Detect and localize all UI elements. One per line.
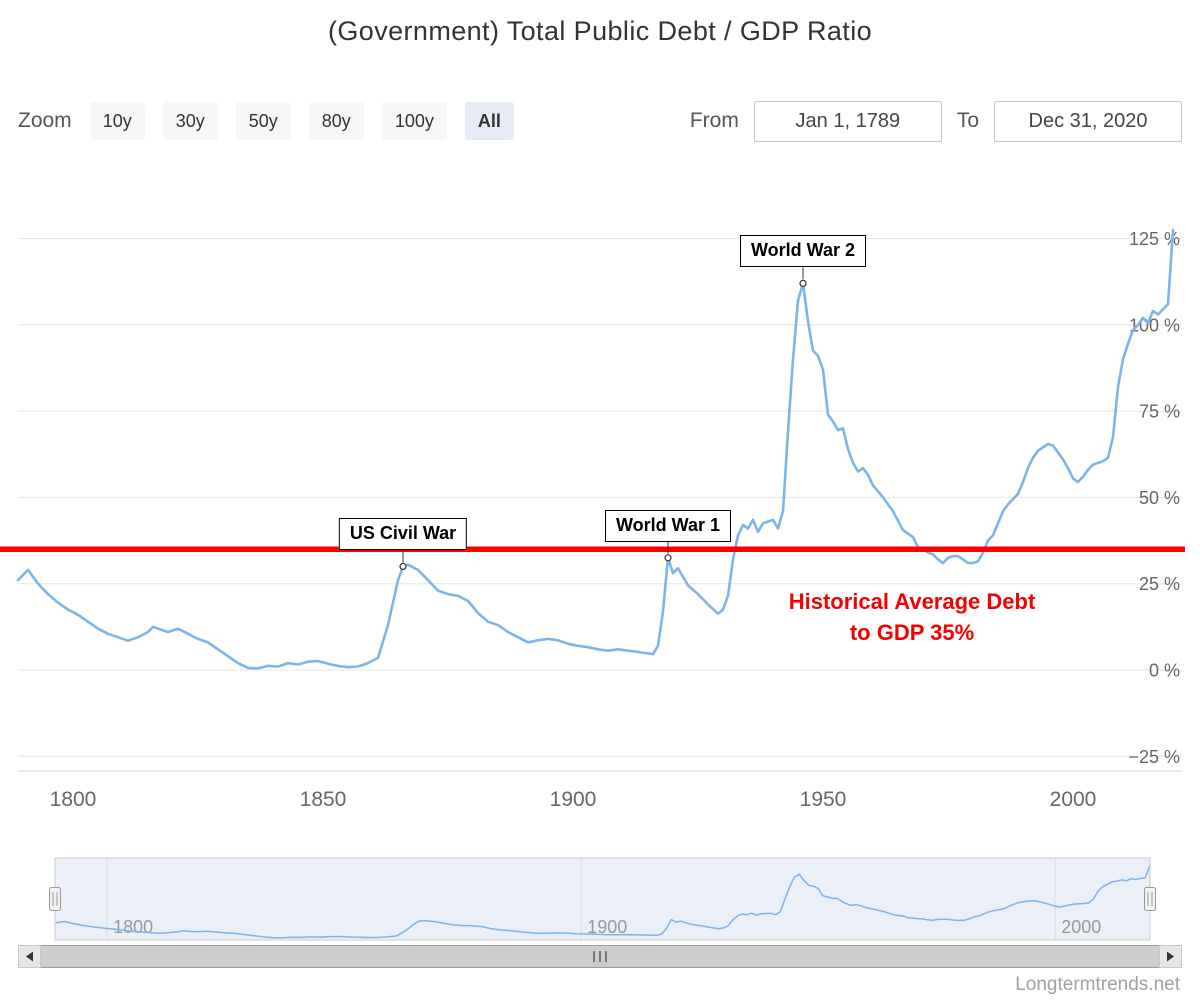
- scrollbar-left-button[interactable]: [18, 945, 41, 968]
- navigator-left-handle[interactable]: [49, 887, 61, 911]
- x-axis-label: 1800: [50, 788, 97, 811]
- average-debt-label-line2: to GDP 35%: [849, 620, 975, 645]
- zoom-button-10y[interactable]: 10y: [89, 102, 145, 140]
- y-axis-label: −25 %: [1128, 747, 1180, 767]
- watermark: Longtermtrends.net: [1015, 974, 1180, 995]
- zoom-button-50y[interactable]: 50y: [235, 102, 291, 140]
- zoom-label: Zoom: [18, 109, 72, 132]
- zoom-button-group: Zoom 10y 30y 50y 80y 100y All: [18, 102, 514, 140]
- navigator-axis-label: 1800: [113, 917, 153, 937]
- y-axis-label: 25 %: [1139, 574, 1180, 594]
- navigator-mask[interactable]: [55, 858, 1150, 940]
- y-axis-label: 75 %: [1139, 402, 1180, 422]
- y-axis-label: 0 %: [1149, 661, 1180, 681]
- annotation-world-war-2: World War 2: [739, 235, 867, 268]
- annotation-point: [799, 279, 807, 287]
- average-debt-label-line1: Historical Average Debt: [788, 589, 1036, 614]
- from-label: From: [689, 109, 739, 132]
- x-axis-label: 2000: [1050, 788, 1097, 811]
- navigator-series-line: [54, 865, 1151, 939]
- y-axis-label: 125 %: [1129, 229, 1180, 249]
- zoom-button-30y[interactable]: 30y: [162, 102, 218, 140]
- navigator-axis-label: 2000: [1061, 917, 1101, 937]
- to-label: To: [956, 109, 979, 132]
- navigator-right-handle[interactable]: [1144, 887, 1156, 911]
- y-axis-label: 50 %: [1139, 488, 1180, 508]
- to-date-input[interactable]: [994, 100, 1182, 142]
- average-debt-label: Historical Average Debt to GDP 35%: [752, 586, 1072, 648]
- zoom-button-80y[interactable]: 80y: [308, 102, 364, 140]
- x-axis-label: 1950: [800, 788, 847, 811]
- debt-gdp-series-line: [16, 228, 1175, 670]
- zoom-button-all[interactable]: All: [464, 102, 514, 140]
- arrow-left-icon: [26, 951, 33, 962]
- annotation-us-civil-war: US Civil War: [338, 518, 468, 551]
- x-axis-label: 1900: [550, 788, 597, 811]
- x-axis-label: 1850: [300, 788, 347, 811]
- chart-title: (Government) Total Public Debt / GDP Rat…: [327, 16, 873, 46]
- annotation-point: [399, 562, 407, 571]
- plot-area[interactable]: [18, 168, 1182, 768]
- annotation-point: [664, 554, 672, 562]
- date-range-inputs: From To: [689, 100, 1182, 142]
- range-selector-toolbar: Zoom 10y 30y 50y 80y 100y All From To: [18, 99, 1182, 143]
- zoom-button-100y[interactable]: 100y: [381, 102, 447, 140]
- annotation-world-war-1: World War 1: [604, 509, 732, 542]
- from-date-input[interactable]: [753, 100, 942, 142]
- navigator-axis-label: 1900: [587, 917, 627, 937]
- arrow-right-icon: [1167, 951, 1174, 962]
- scrollbar-right-button[interactable]: [1159, 945, 1182, 968]
